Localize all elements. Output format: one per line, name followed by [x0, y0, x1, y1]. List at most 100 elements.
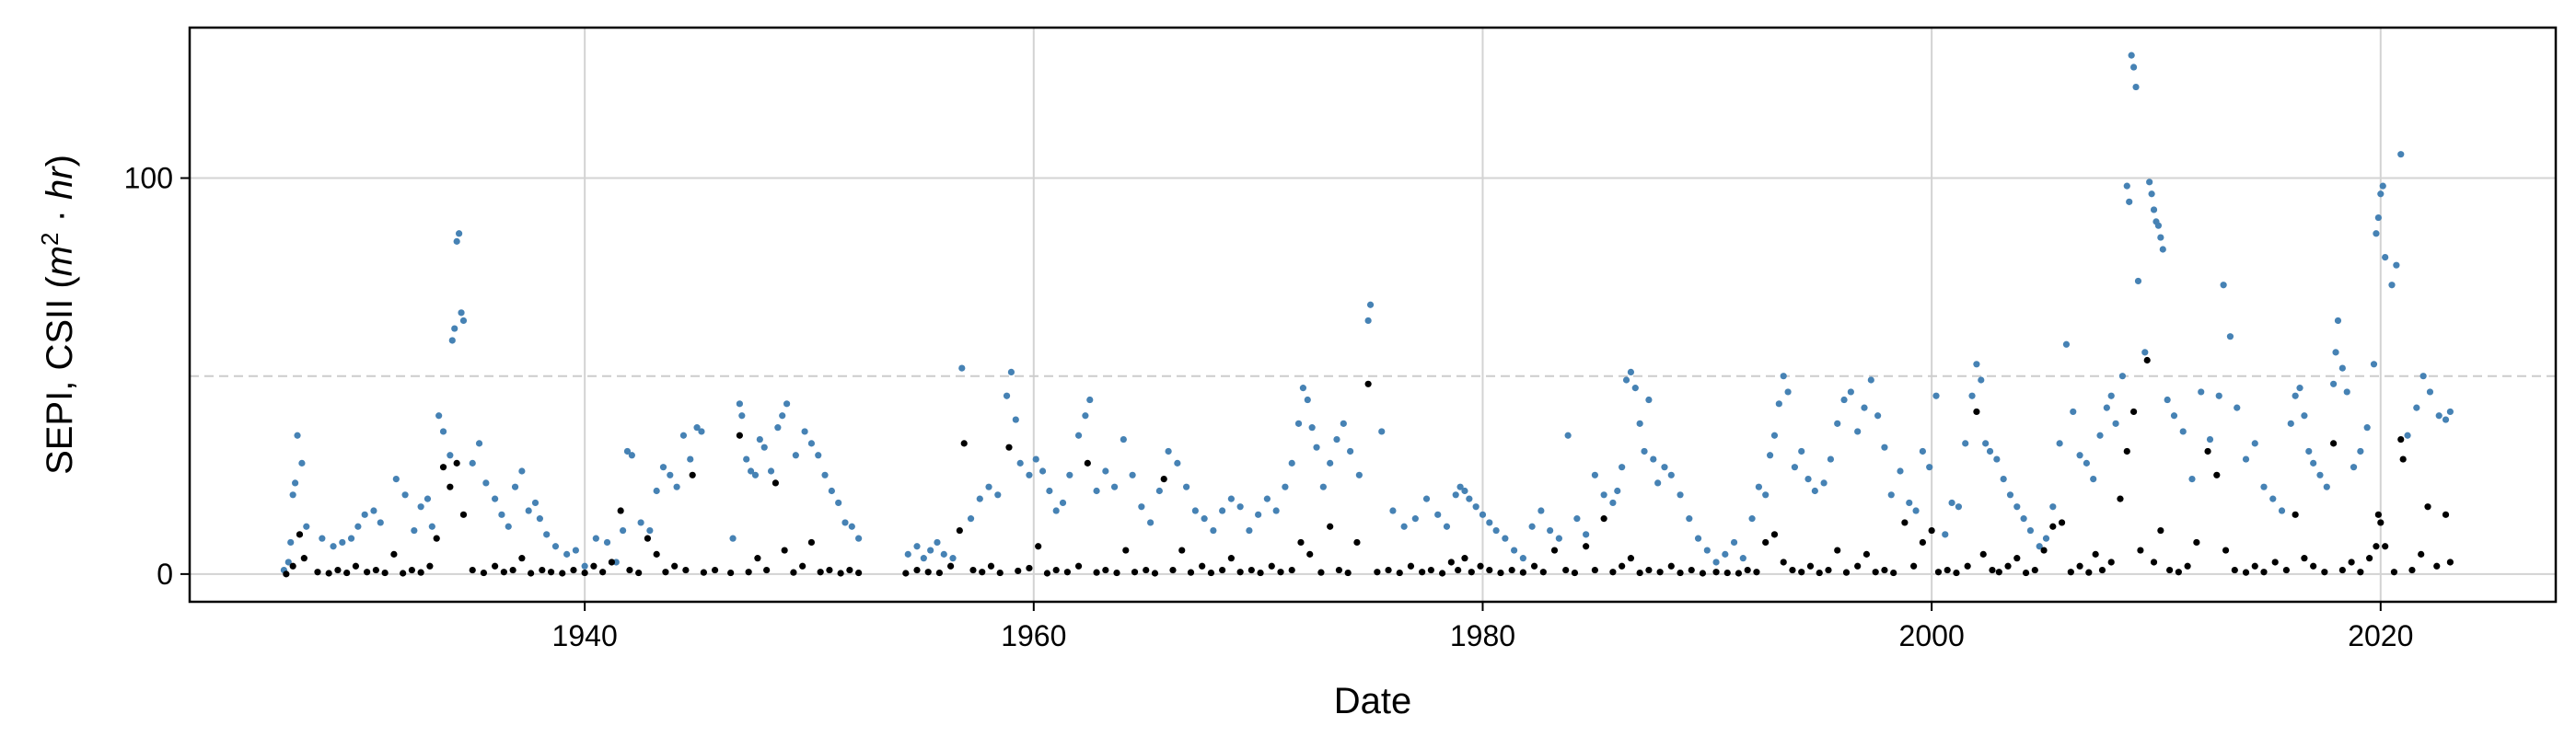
data-point — [1443, 523, 1451, 530]
data-point — [2321, 569, 2328, 576]
data-point — [671, 562, 679, 570]
data-point — [1143, 566, 1150, 574]
data-point — [1600, 515, 1607, 523]
data-point — [2184, 562, 2191, 570]
data-point — [361, 511, 368, 518]
data-point — [743, 455, 750, 463]
data-point — [1730, 538, 1738, 547]
data-point — [1912, 507, 1920, 514]
data-point — [511, 483, 519, 490]
data-point — [2330, 440, 2338, 447]
data-point — [1887, 491, 1895, 499]
data-point — [433, 535, 440, 542]
data-point — [2332, 349, 2339, 356]
data-point — [1207, 569, 1215, 577]
data-point — [2036, 543, 2043, 550]
data-point — [608, 559, 616, 566]
data-point — [1862, 550, 1871, 558]
data-point — [1422, 495, 1431, 502]
data-point — [801, 428, 808, 435]
data-point — [2287, 420, 2294, 427]
data-point — [2442, 511, 2450, 518]
data-point — [2278, 507, 2286, 514]
data-point — [1093, 569, 1100, 576]
data-point — [528, 570, 535, 577]
data-point — [2338, 566, 2346, 574]
data-point — [364, 569, 371, 576]
data-point — [1573, 515, 1581, 523]
data-point — [1059, 499, 1067, 507]
data-point — [2166, 566, 2174, 574]
data-point — [480, 569, 488, 577]
data-point — [689, 471, 696, 478]
data-point — [1770, 531, 1779, 538]
data-point — [2103, 404, 2110, 411]
data-point — [287, 538, 295, 547]
data-point — [1455, 566, 1462, 574]
data-point — [492, 562, 499, 570]
data-point — [673, 483, 680, 490]
data-point — [1160, 475, 1167, 483]
data-point — [1327, 523, 1334, 530]
data-point — [1046, 487, 1053, 495]
data-point — [1333, 435, 1340, 444]
data-point — [772, 479, 780, 487]
data-point — [1479, 511, 1487, 518]
data-point — [2222, 547, 2230, 554]
data-point — [1748, 515, 1756, 523]
data-point — [1374, 569, 1381, 576]
data-point — [1364, 380, 1372, 387]
data-point — [475, 440, 483, 447]
data-point — [792, 452, 799, 459]
data-point — [1219, 566, 1226, 574]
data-point — [1798, 447, 1805, 455]
data-point — [2129, 63, 2138, 71]
data-point — [1766, 452, 1774, 459]
y-axis-title: SEPI, CSII (m2 · hr) — [36, 155, 80, 475]
data-point — [1003, 392, 1011, 399]
data-point — [1591, 471, 1598, 478]
data-point — [1627, 368, 1635, 375]
x-axis-ticks: 1940 1960 1980 2000 2020 — [552, 602, 2413, 652]
x-axis-title: Date — [1334, 681, 1412, 721]
data-point — [667, 471, 674, 478]
data-point — [2154, 222, 2163, 229]
data-point — [1583, 531, 1590, 538]
data-point — [401, 491, 409, 499]
data-point — [1919, 447, 1926, 455]
data-point — [985, 483, 992, 490]
data-point — [2433, 562, 2441, 570]
data-point — [807, 538, 816, 547]
data-point — [727, 569, 735, 577]
data-point — [559, 570, 566, 577]
data-point — [1654, 479, 1662, 487]
data-point — [2234, 404, 2241, 411]
data-point — [292, 479, 299, 487]
data-point — [2013, 555, 2021, 562]
data-point — [913, 543, 921, 550]
data-point — [289, 562, 296, 570]
data-point — [2296, 385, 2303, 392]
data-point — [572, 547, 579, 554]
data-point — [1989, 566, 1996, 574]
data-point — [637, 519, 644, 526]
data-point — [807, 440, 816, 447]
data-point — [1627, 555, 1635, 562]
data-point — [745, 569, 752, 576]
data-point — [2148, 190, 2155, 198]
data-point — [1609, 569, 1617, 576]
data-point — [377, 519, 384, 526]
data-point — [424, 495, 432, 502]
data-point — [2397, 435, 2405, 444]
data-point — [1661, 464, 1668, 471]
data-point — [1636, 420, 1643, 427]
data-point — [1688, 566, 1695, 574]
data-point — [1366, 301, 1375, 308]
data-point — [653, 487, 660, 495]
data-point — [2343, 388, 2350, 396]
data-point — [1466, 495, 1473, 502]
data-point — [711, 566, 719, 574]
data-point — [1881, 566, 1888, 574]
data-point — [603, 538, 611, 547]
data-point — [1461, 487, 1468, 495]
